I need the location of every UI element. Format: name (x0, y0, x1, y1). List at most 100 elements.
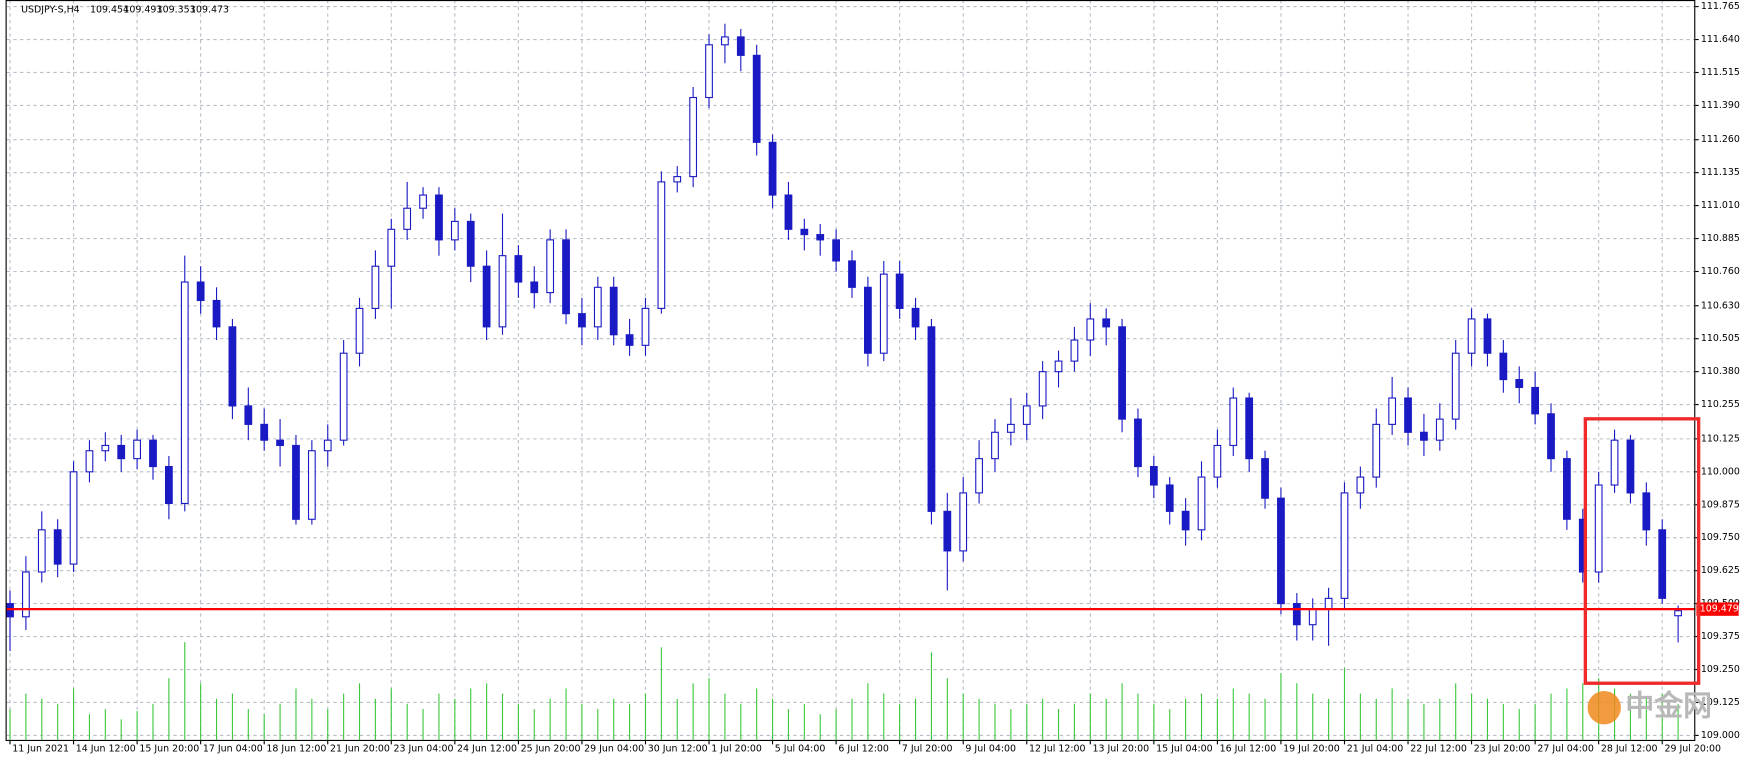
y-tick-label: 111.260 (1701, 134, 1740, 145)
y-tick-label: 110.885 (1701, 233, 1740, 244)
x-tick-label: 14 Jun 12:00 (76, 743, 136, 754)
candle-body (149, 439, 157, 468)
candle-body (1515, 379, 1524, 389)
candle-body (1245, 397, 1254, 460)
candle-body (816, 234, 825, 241)
candle-body (864, 286, 872, 354)
candle-body (1213, 444, 1222, 478)
y-tick-label: 110.505 (1701, 333, 1740, 344)
candle-body (625, 334, 634, 346)
candle-body (435, 194, 443, 241)
symbol: USDJPY-S,H4 (21, 4, 80, 15)
candle-body (1594, 484, 1603, 573)
candle-body (1102, 318, 1111, 328)
price-label-box (1696, 602, 1739, 616)
x-tick-label: 13 Jul 20:00 (1093, 743, 1150, 754)
x-tick-label: 23 Jun 04:00 (394, 743, 454, 754)
x-tick-label: 19 Jul 20:00 (1283, 743, 1340, 754)
candle-body (22, 571, 30, 618)
y-tick-label: 111.765 (1701, 1, 1740, 12)
x-tick-label: 27 Jul 04:00 (1537, 743, 1594, 754)
candle-body (514, 255, 523, 283)
x-tick-label: 25 Jun 20:00 (521, 743, 581, 754)
candle-body (1277, 497, 1285, 605)
candle-body (1229, 397, 1238, 447)
candle-body (1118, 326, 1126, 420)
candle-body (1356, 476, 1365, 494)
candle-body (164, 465, 173, 505)
x-tick-label: 24 Jun 12:00 (457, 743, 517, 754)
y-tick-label: 109.750 (1701, 532, 1740, 543)
candle-body (689, 96, 698, 178)
x-tick-label: 16 Jul 12:00 (1220, 743, 1277, 754)
candle-body (832, 239, 841, 262)
x-tick-label: 21 Jun 20:00 (330, 743, 390, 754)
candle-body (1435, 418, 1444, 441)
candle-body (244, 405, 253, 425)
candle-body (1642, 492, 1651, 531)
candle-body (1563, 458, 1571, 520)
candle-body (752, 54, 761, 143)
watermark-logo (1587, 691, 1621, 725)
x-tick-label: 18 Jun 12:00 (266, 743, 326, 754)
x-tick-label: 15 Jun 20:00 (139, 743, 199, 754)
candle-body (1420, 431, 1428, 441)
y-tick-label: 109.875 (1701, 499, 1740, 510)
candle-body (1658, 529, 1667, 599)
candle-body (1197, 476, 1206, 531)
x-tick-label: 7 Jul 20:00 (902, 743, 953, 754)
candle-body (53, 529, 62, 565)
candle-body (1324, 597, 1333, 610)
candle-body (323, 439, 332, 452)
x-tick-label: 29 Jul 20:00 (1664, 743, 1721, 754)
candle-body (212, 299, 221, 328)
watermark: 中金网 (1625, 689, 1712, 723)
y-tick-label: 109.375 (1701, 631, 1740, 642)
candle-body (609, 286, 618, 336)
candle-body (228, 326, 237, 407)
candle-body (1547, 413, 1555, 460)
candle-body (578, 313, 586, 328)
candle-body (721, 36, 729, 46)
x-tick-label: 11 Jun 2021 (12, 743, 69, 754)
candle-body (85, 450, 94, 473)
y-tick-label: 109.625 (1701, 565, 1740, 576)
candle-body (1467, 318, 1476, 354)
ohlc-high: 109.493 (123, 4, 162, 15)
x-tick-label: 28 Jul 12:00 (1601, 743, 1658, 754)
candle-body (1038, 371, 1047, 407)
candle-body (705, 44, 713, 99)
y-tick-label: 110.255 (1701, 399, 1740, 410)
candle-body (403, 207, 412, 230)
x-tick-label: 6 Jul 12:00 (838, 743, 889, 754)
y-tick-label: 111.010 (1701, 200, 1740, 211)
x-tick-label: 5 Jul 04:00 (775, 743, 826, 754)
candle-body (641, 307, 650, 346)
candle-body (927, 326, 936, 512)
candle-body (943, 510, 952, 552)
candle-body (1674, 610, 1682, 617)
candle-body (419, 194, 427, 209)
x-tick-label: 22 Jul 12:00 (1410, 743, 1467, 754)
candle-body (530, 281, 539, 294)
candle-body (133, 439, 141, 460)
candle-body (1499, 352, 1508, 381)
x-tick-label: 12 Jul 12:00 (1029, 743, 1086, 754)
candle-body (848, 260, 856, 288)
y-tick-label: 110.380 (1701, 366, 1740, 377)
x-tick-label: 9 Jul 04:00 (965, 743, 1016, 754)
candle-body (657, 181, 666, 309)
candle-body (991, 431, 999, 460)
candle-body (673, 176, 682, 183)
candle-body (768, 141, 777, 196)
candle-body (292, 444, 300, 520)
candle-body (879, 273, 888, 354)
y-tick-label: 111.515 (1701, 67, 1740, 78)
x-tick-label: 30 Jun 12:00 (648, 743, 708, 754)
candle-body (450, 220, 459, 241)
candle-body (355, 307, 364, 354)
candle-body (1308, 608, 1317, 626)
ohlc-low: 109.353 (157, 4, 196, 15)
candle-body (1610, 439, 1619, 486)
